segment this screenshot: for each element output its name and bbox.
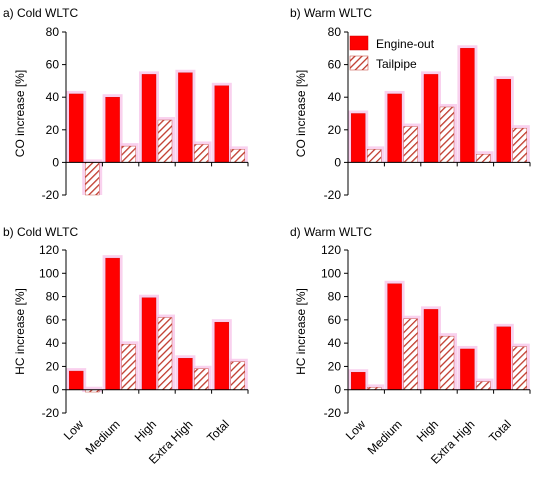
legend-label-engine-out: Engine-out [376, 37, 435, 51]
panel-title: a) Cold WLTC [3, 6, 78, 20]
y-tick-label: 100 [321, 266, 341, 280]
legend-swatch-tailpipe [349, 55, 369, 71]
bar-engine-out [214, 321, 230, 390]
y-tick-label: 80 [46, 290, 60, 304]
bar-tailpipe [512, 346, 527, 390]
error-band [364, 384, 385, 390]
category-label: Low [61, 417, 87, 443]
bar-tailpipe [367, 149, 382, 163]
y-tick-label: 80 [46, 25, 60, 39]
bar-engine-out [460, 48, 475, 163]
bar-tailpipe [403, 318, 418, 390]
legend-label-tailpipe: Tailpipe [376, 57, 417, 71]
y-tick-label: 40 [328, 336, 342, 350]
bar-engine-out [178, 72, 193, 163]
legend-swatch-engine-out [349, 35, 369, 51]
category-label: High [414, 417, 441, 444]
y-tick-label: 80 [328, 290, 342, 304]
chart-panel-1: a) Cold WLTC CO increase [%] -20 0 20 40 60 80 [3, 6, 249, 202]
category-label: Low [343, 417, 369, 443]
y-tick-label: 60 [328, 58, 342, 72]
y-axis-label: CO increase [%] [13, 70, 27, 157]
panel-title: b) Warm WLTC [290, 6, 372, 20]
y-tick-label: -20 [42, 406, 60, 420]
y-tick-label: 80 [328, 25, 342, 39]
bar-engine-out [387, 93, 402, 163]
bar-engine-out [351, 372, 366, 390]
bar-engine-out [496, 79, 511, 163]
bar-engine-out [68, 370, 84, 390]
bar-tailpipe [476, 154, 491, 163]
category-label: Medium [365, 417, 405, 457]
bar-tailpipe [157, 317, 173, 390]
bar-engine-out [68, 93, 84, 163]
bar-tailpipe [84, 162, 100, 196]
bar-tailpipe [157, 119, 173, 163]
y-tick-label: 100 [39, 266, 59, 280]
category-label: Medium [83, 417, 123, 457]
bar-engine-out [214, 85, 230, 163]
bar-engine-out [351, 113, 366, 163]
category-label: Total [204, 417, 232, 445]
y-axis-label: HC increase [%] [294, 288, 308, 375]
bar-engine-out [105, 257, 120, 390]
bar-tailpipe [439, 335, 455, 390]
y-axis-label: HC increase [%] [13, 288, 27, 375]
y-tick-label: 20 [46, 359, 60, 373]
y-tick-label: 40 [328, 90, 342, 104]
y-tick-label: 0 [334, 155, 341, 169]
y-tick-label: 60 [328, 313, 342, 327]
y-tick-label: 0 [52, 383, 59, 397]
y-tick-label: -20 [324, 188, 342, 202]
y-tick-label: 40 [46, 90, 60, 104]
y-tick-label: -20 [42, 188, 60, 202]
bar-engine-out [141, 297, 157, 390]
y-tick-label: 40 [46, 336, 60, 350]
chart-panel-2: b) Warm WLTC CO increase [%] -20 0 20 40 60 80 [290, 6, 531, 202]
y-tick-label: 20 [46, 123, 60, 137]
category-label: Total [486, 417, 514, 445]
bar-engine-out [496, 326, 511, 390]
bar-tailpipe [512, 127, 527, 163]
category-label: High [132, 417, 159, 444]
bar-tailpipe [403, 126, 418, 163]
bar-engine-out [423, 309, 439, 390]
y-tick-label: 20 [328, 123, 342, 137]
bar-tailpipe [439, 106, 455, 163]
y-tick-label: 60 [46, 313, 60, 327]
bar-tailpipe [121, 145, 136, 163]
bar-engine-out [141, 74, 157, 163]
bar-engine-out [423, 74, 439, 163]
y-tick-label: 60 [46, 58, 60, 72]
bar-engine-out [387, 283, 402, 390]
panel-title: d) Warm WLTC [290, 225, 372, 239]
bar-tailpipe [230, 361, 246, 390]
y-tick-label: 120 [39, 243, 59, 257]
y-tick-label: 0 [334, 383, 341, 397]
bar-tailpipe [194, 368, 209, 390]
bar-engine-out [105, 96, 120, 163]
y-axis-label: CO increase [%] [294, 70, 308, 157]
y-tick-label: -20 [324, 406, 342, 420]
chart-panel-4: d) Warm WLTC HC increase [%] -20 0 20 40 60 80 1… [290, 225, 531, 467]
bar-tailpipe [194, 144, 209, 163]
legend: Engine-out Tailpipe [349, 35, 435, 71]
bar-tailpipe [476, 381, 491, 390]
bar-engine-out [460, 348, 475, 390]
y-tick-label: 120 [321, 243, 341, 257]
panel-title: b) Cold WLTC [3, 225, 78, 239]
bar-engine-out [178, 358, 193, 390]
y-tick-label: 20 [328, 359, 342, 373]
chart-panel-3: b) Cold WLTC HC increase [%] -20 0 20 40 60 80 1… [3, 225, 249, 467]
bar-tailpipe [121, 344, 136, 390]
bar-tailpipe [230, 149, 246, 163]
y-tick-label: 0 [52, 155, 59, 169]
